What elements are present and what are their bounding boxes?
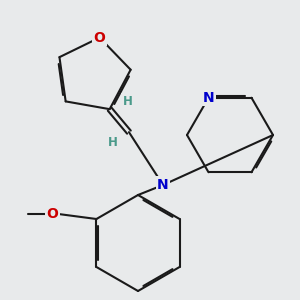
Text: O: O: [46, 207, 58, 221]
Text: H: H: [108, 136, 118, 148]
Text: N: N: [203, 91, 214, 105]
Text: H: H: [123, 95, 133, 108]
Text: O: O: [94, 31, 106, 45]
Text: N: N: [157, 178, 169, 192]
